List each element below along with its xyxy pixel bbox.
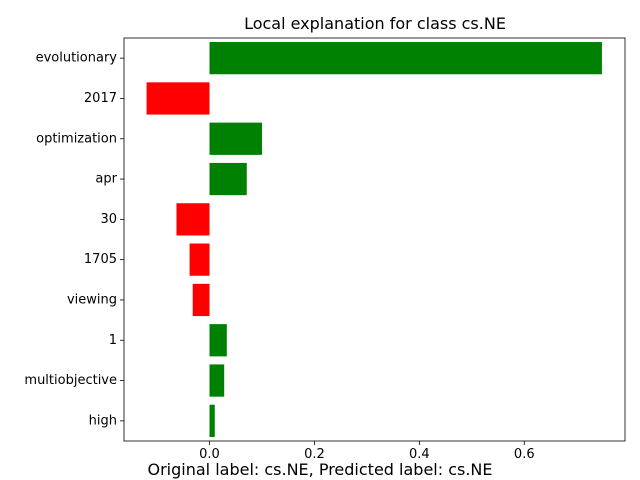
y-tick-label-6: viewing <box>67 292 117 307</box>
bar-1 <box>146 82 210 115</box>
chart-title: Local explanation for class cs.NE <box>244 14 506 33</box>
y-tick-label-1: 2017 <box>84 91 117 106</box>
y-tick-label-7: 1 <box>109 333 117 348</box>
y-tick-label-3: apr <box>95 172 117 187</box>
bar-3 <box>209 162 247 196</box>
bar-8 <box>209 364 225 397</box>
bar-7 <box>209 324 227 357</box>
bar-0 <box>209 42 602 75</box>
y-tick-label-2: optimization <box>36 131 117 146</box>
bar-9 <box>209 404 215 437</box>
y-tick-label-8: multiobjective <box>24 373 117 388</box>
plot-frame <box>123 37 626 442</box>
prediction-caption: Original label: cs.NE, Predicted label: … <box>148 460 493 479</box>
y-tick-label-0: evolutionary <box>36 51 118 66</box>
bar-6 <box>192 283 210 317</box>
y-tick-label-5: 1705 <box>84 252 117 267</box>
bar-5 <box>189 243 210 276</box>
x-tick-label-1: 0.2 <box>304 447 325 462</box>
x-tick-label-2: 0.4 <box>409 447 430 462</box>
axes-layer: evolutionary 2017 optimization apr 30 1705 vie… <box>24 37 626 462</box>
bars-layer <box>146 42 602 437</box>
x-tick-label-3: 0.6 <box>514 447 535 462</box>
bar-4 <box>176 203 210 236</box>
y-tick-label-9: high <box>89 413 117 428</box>
y-tick-label-4: 30 <box>100 212 117 227</box>
bar-2 <box>209 122 262 155</box>
x-tick-label-0: 0.0 <box>199 447 220 462</box>
